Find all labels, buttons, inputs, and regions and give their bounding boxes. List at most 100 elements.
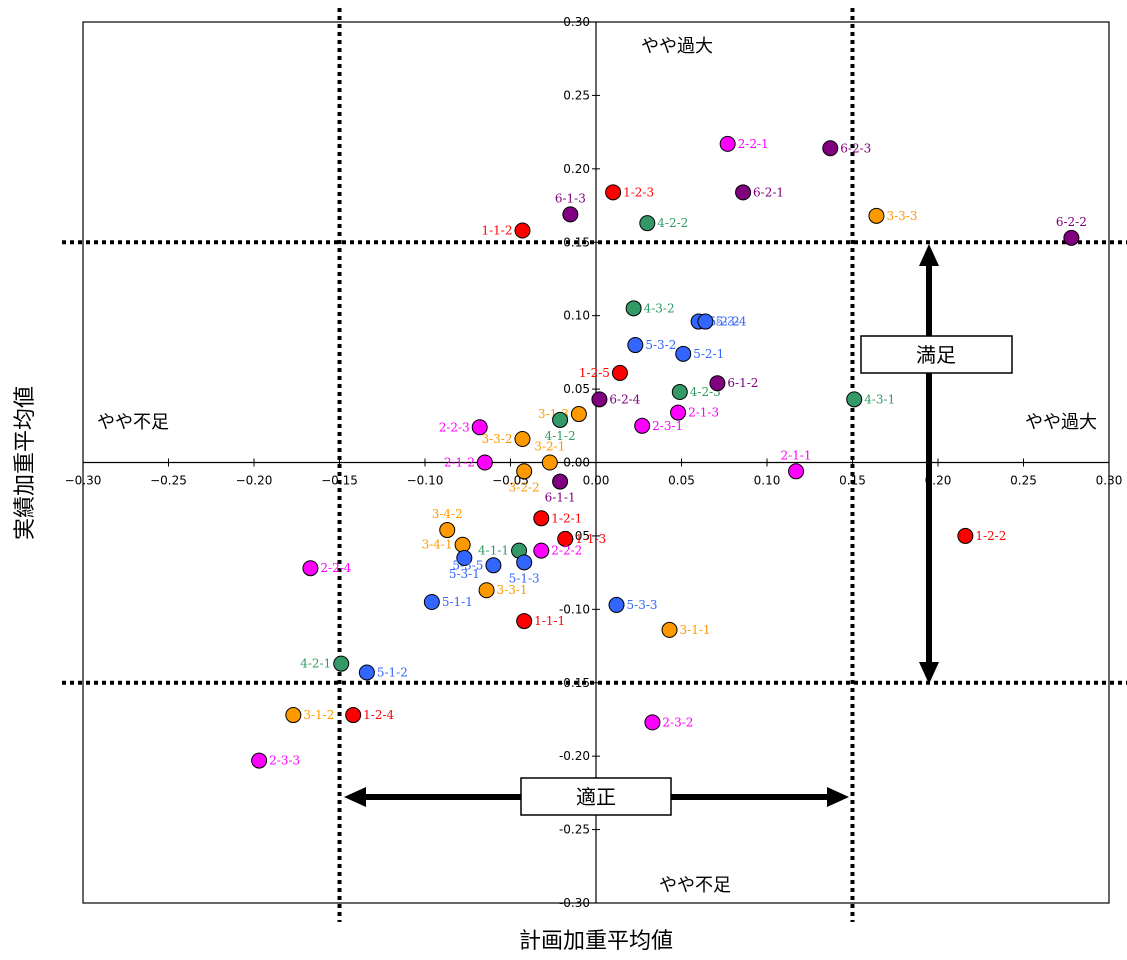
region-label-top: やや過大 (641, 36, 713, 57)
x-tick-label: 0.10 (754, 474, 781, 488)
x-tick-label: −0.10 (407, 474, 444, 488)
data-point (634, 417, 651, 434)
data-point-label: 6-2-2 (1056, 215, 1087, 229)
data-point (251, 752, 268, 769)
data-point (627, 337, 644, 354)
data-point (661, 621, 678, 638)
data-point (516, 463, 533, 480)
satisfied-box (860, 335, 1013, 374)
data-point-label: 4-3-1 (864, 392, 895, 406)
data-point (345, 707, 362, 724)
y-tick-label: 0.05 (563, 382, 590, 396)
data-point-label: 1-2-1 (551, 511, 582, 525)
data-point-label: 3-4-1 (422, 538, 453, 552)
data-point-label: 3-3-1 (497, 583, 528, 597)
data-point-label: 5-1-1 (442, 595, 473, 609)
region-labels: やや過大 やや不足 やや不足 やや過大 (97, 36, 1097, 896)
x-tick-label: −0.15 (321, 474, 358, 488)
data-point (625, 300, 642, 317)
data-point-label: 1-1-3 (575, 532, 606, 546)
appropriate-arrow-head-left (344, 787, 366, 807)
data-point-label: 2-2-2 (551, 544, 582, 558)
data-point (516, 613, 533, 630)
y-axis-title: 実績加重平均値 (13, 386, 38, 540)
data-point-label: 4-1-1 (478, 544, 509, 558)
data-point (516, 554, 533, 571)
data-point (476, 454, 493, 471)
data-point-label: 4-2-2 (657, 216, 688, 230)
data-point-label: 5-2-2 (709, 315, 740, 329)
data-point (358, 664, 375, 681)
data-point-label: 5-2-1 (693, 347, 724, 361)
data-point (608, 596, 625, 613)
data-point-label: 6-1-1 (545, 491, 576, 505)
data-point-label: 5-3-3 (627, 598, 658, 612)
x-tick-label: 0.05 (668, 474, 695, 488)
y-tick-label: 0.10 (563, 309, 590, 323)
appropriate-box (520, 777, 672, 816)
data-point-label: 5-3-2 (645, 338, 676, 352)
satisfied-arrow-head-up (919, 244, 939, 266)
data-point (639, 215, 656, 232)
data-point (514, 222, 531, 239)
data-point-label: 5-3-4 (715, 315, 746, 329)
data-point (423, 593, 440, 610)
data-point (1063, 229, 1080, 246)
data-point-label: 2-2-3 (439, 420, 470, 434)
data-point-label: 1-1-1 (534, 614, 565, 628)
data-point (533, 542, 550, 559)
y-tick-label: -0.10 (559, 602, 590, 616)
data-point-label: 2-2-1 (738, 137, 769, 151)
data-point (957, 527, 974, 544)
data-point (822, 140, 839, 157)
y-tick-label: 0.25 (563, 88, 590, 102)
data-point-label: 2-3-3 (269, 754, 300, 768)
x-tick-label: 0.15 (839, 474, 866, 488)
data-point-label: 3-1-1 (680, 623, 711, 637)
satisfied-box-label: 満足 (916, 343, 956, 367)
data-point (541, 454, 558, 471)
data-point (478, 582, 495, 599)
y-tick-label: 0.00 (563, 456, 590, 470)
data-point-label: 3-2-1 (534, 440, 565, 454)
data-point-label: 6-2-1 (753, 185, 784, 199)
data-point-label: 6-2-3 (840, 141, 871, 155)
appropriate-box-label: 適正 (576, 785, 616, 809)
data-point-label: 6-2-4 (609, 392, 640, 406)
data-point (533, 510, 550, 527)
x-axis-title: 計画加重平均値 (519, 929, 673, 954)
data-point-label: 1-2-2 (975, 529, 1006, 543)
data-point-label: 1-1-2 (481, 224, 512, 238)
data-point-label: 1-2-3 (623, 185, 654, 199)
data-point (557, 530, 574, 547)
y-tick-label: -0.30 (559, 896, 590, 910)
data-point-label: 2-3-2 (662, 715, 693, 729)
data-point-label: 3-3-2 (481, 432, 512, 446)
appropriate-arrow-head-right (827, 787, 849, 807)
data-point (552, 473, 569, 490)
data-point-label: 2-3-1 (652, 419, 683, 433)
data-point (846, 391, 863, 408)
x-tick-label: −0.30 (65, 474, 102, 488)
data-point (709, 375, 726, 392)
data-point (562, 206, 579, 223)
data-point (591, 391, 608, 408)
x-tick-label: 0.30 (1096, 474, 1123, 488)
region-label-bottom: やや不足 (659, 875, 731, 896)
data-points: 1-1-1 1-1-2 1-1-3 1-2-1 1-2-2 1-2-3 1-2-4 1-2-5… (251, 135, 1087, 769)
data-point (514, 431, 531, 448)
data-point (675, 345, 692, 362)
data-point-label: 5-3-5 (452, 558, 483, 572)
data-point-label: 3-3-3 (886, 209, 917, 223)
satisfied-arrow-head-down (919, 662, 939, 684)
x-tick-label: 0.00 (583, 474, 610, 488)
y-tick-label: 0.15 (563, 235, 590, 249)
data-point (671, 384, 688, 401)
data-point (570, 406, 587, 423)
region-label-left: やや不足 (97, 412, 169, 433)
data-point (471, 419, 488, 436)
data-point (611, 364, 628, 381)
tick-labels: −0.30 −0.25 −0.20 −0.15 −0.10 −0.05 0.00 0.05 0.… (65, 15, 1123, 910)
data-point (333, 655, 350, 672)
